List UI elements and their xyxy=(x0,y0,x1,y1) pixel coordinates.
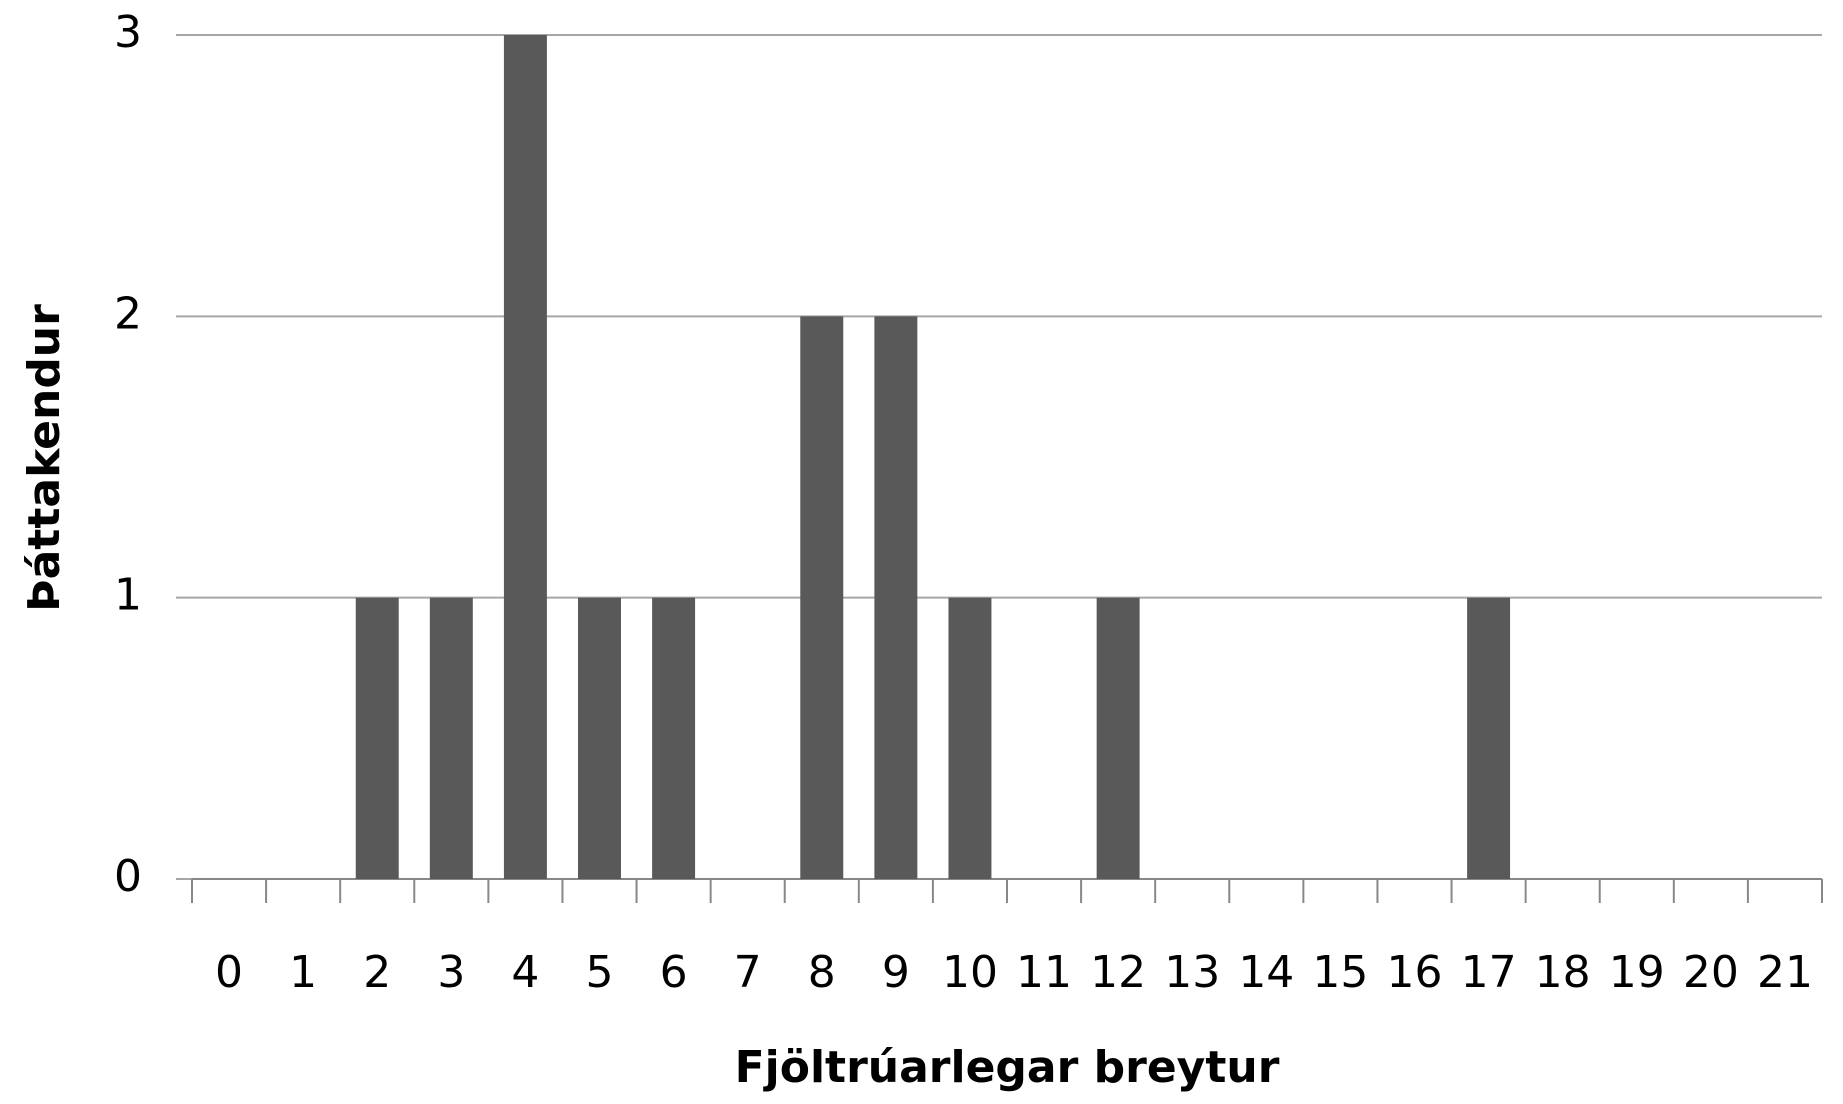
x-tick-label: 20 xyxy=(1683,947,1739,998)
bar xyxy=(652,597,696,879)
x-axis-title: Fjöltrúarlegar breytur xyxy=(735,1042,1280,1093)
bar xyxy=(503,35,547,879)
y-tick-label: 1 xyxy=(114,570,142,621)
x-tick-label: 14 xyxy=(1238,947,1294,998)
x-tick-label: 9 xyxy=(882,947,910,998)
x-tick-label: 10 xyxy=(942,947,998,998)
y-axis-title: Þáttakendur xyxy=(19,304,70,612)
x-tick-label: 18 xyxy=(1535,947,1591,998)
bar xyxy=(1096,597,1140,879)
bar xyxy=(429,597,473,879)
x-tick-label: 0 xyxy=(215,947,243,998)
bar xyxy=(1467,597,1511,879)
x-tick-label: 15 xyxy=(1312,947,1368,998)
x-tick-label: 21 xyxy=(1757,947,1813,998)
y-tick-label: 0 xyxy=(114,851,142,902)
x-tick-label: 7 xyxy=(734,947,762,998)
x-tick-label: 8 xyxy=(808,947,836,998)
x-tick-label: 6 xyxy=(660,947,688,998)
bar xyxy=(355,597,399,879)
y-tick-label: 2 xyxy=(114,288,142,339)
bar xyxy=(874,316,918,879)
x-tick-label: 4 xyxy=(511,947,539,998)
x-tick-label: 16 xyxy=(1387,947,1443,998)
x-tick-label: 11 xyxy=(1016,947,1072,998)
x-tick-label: 1 xyxy=(289,947,317,998)
x-tick-label: 5 xyxy=(586,947,614,998)
bar xyxy=(578,597,621,879)
x-tick-label: 12 xyxy=(1090,947,1146,998)
bar xyxy=(800,316,844,879)
x-tick-label: 13 xyxy=(1164,947,1220,998)
x-tick-label: 19 xyxy=(1609,947,1665,998)
x-tick-label: 3 xyxy=(437,947,465,998)
x-tick-label: 2 xyxy=(363,947,391,998)
x-tick-label: 17 xyxy=(1461,947,1517,998)
bar xyxy=(948,597,992,879)
y-tick-label: 3 xyxy=(114,7,142,58)
